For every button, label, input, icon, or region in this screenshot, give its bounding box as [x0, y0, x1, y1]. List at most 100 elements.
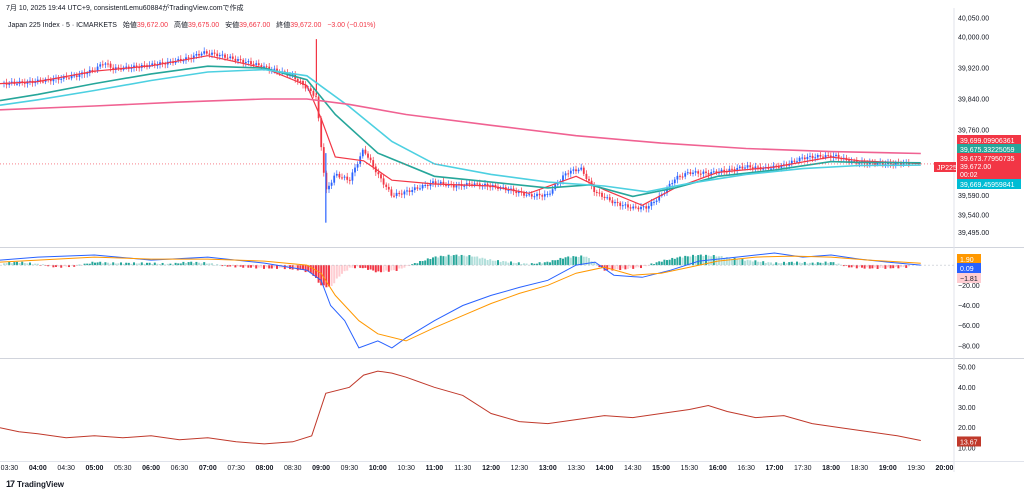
macd-bar: [408, 265, 411, 267]
price-label: 39,699.09906361: [957, 135, 1021, 145]
macd-bar: [478, 258, 481, 266]
macd-bar: [86, 263, 89, 266]
candle-body: [541, 195, 544, 197]
macd-bar: [125, 262, 128, 266]
candle-body: [585, 173, 588, 179]
candle-body: [710, 172, 713, 175]
candle-body: [23, 82, 26, 84]
candle-body: [153, 63, 156, 66]
candle-body: [827, 155, 830, 157]
macd-bar: [541, 263, 544, 266]
candle-body: [224, 54, 226, 58]
svg-text:39,673.77950735: 39,673.77950735: [960, 156, 1015, 163]
macd-bar: [374, 265, 377, 273]
macd-bar: [725, 257, 728, 266]
tradingview-brand: 17 TradingView: [6, 479, 64, 489]
time-tick-label: 10:00: [369, 465, 387, 472]
macd-bar: [307, 265, 310, 272]
macd-bar: [536, 263, 538, 266]
macd-bar: [806, 263, 809, 266]
macd-bar: [728, 257, 731, 266]
macd-tick-label: −40.00: [958, 303, 980, 310]
candle-body: [380, 174, 382, 179]
macd-bar: [156, 263, 159, 266]
candle-body: [468, 183, 471, 185]
candle-body: [361, 149, 364, 157]
time-tick-label: 16:00: [709, 465, 727, 472]
candle-body: [42, 81, 44, 83]
candle-body: [338, 173, 341, 178]
macd-bar: [192, 263, 195, 266]
macd-tick-label: −60.00: [958, 323, 980, 330]
macd-bar: [473, 256, 476, 266]
macd-bar: [81, 265, 83, 266]
macd-bar: [811, 262, 814, 266]
candle-body: [632, 206, 635, 209]
candle-body: [819, 154, 822, 157]
ohlc-low: 安値39,667.00: [225, 22, 271, 29]
candle-body: [876, 162, 879, 165]
candle-body: [780, 165, 783, 168]
macd-bar: [564, 257, 567, 266]
candle-body: [601, 192, 603, 197]
macd-bar: [382, 265, 385, 272]
macd-bar: [679, 256, 681, 266]
macd-bar: [47, 265, 50, 267]
macd-bar: [372, 265, 375, 271]
macd-bar: [42, 264, 44, 266]
candle-body: [429, 183, 432, 187]
time-tick-label: 19:30: [907, 465, 925, 472]
price-tick-label: 40,000.00: [958, 35, 989, 42]
candle-body: [377, 172, 380, 175]
candle-body: [611, 200, 614, 204]
candle-body: [689, 172, 692, 174]
time-tick-label: 05:30: [114, 465, 132, 472]
snapshot-info: 7月 10, 2025 19:44 UTC+9, consistentLemu6…: [6, 5, 244, 12]
candle-body: [686, 172, 689, 174]
candle-body: [619, 202, 622, 206]
price-label: 00:02: [957, 169, 1021, 179]
candle-body: [333, 175, 336, 183]
price-label: 39,669.45959841: [957, 179, 1021, 189]
candle-body: [588, 178, 590, 181]
candle-body: [614, 201, 616, 204]
macd-bar: [884, 265, 887, 269]
candle-body: [291, 74, 294, 76]
candle-body: [125, 66, 128, 68]
macd-bar: [572, 256, 575, 266]
macd-bar: [16, 261, 18, 266]
macd-bar: [276, 265, 278, 269]
candle-body: [580, 167, 583, 170]
candle-body: [426, 184, 429, 187]
macd-bar: [320, 265, 323, 286]
macd-bar: [294, 265, 297, 269]
candle-body: [671, 183, 674, 185]
symbol-title[interactable]: Japan 225 Index · 5 · ICMARKETS: [8, 22, 117, 29]
adx_line: [0, 370, 921, 445]
candle-body: [96, 66, 99, 72]
candle-body: [203, 51, 206, 54]
macd-bar: [663, 259, 666, 266]
candle-body: [806, 156, 809, 160]
macd-bar: [57, 265, 60, 267]
candle-body: [413, 187, 416, 191]
candle-body: [445, 184, 447, 186]
candle-body: [562, 175, 564, 181]
candle-body: [138, 67, 141, 69]
macd-bar: [26, 263, 29, 266]
macd-bar: [195, 261, 198, 266]
candle-body: [424, 184, 427, 186]
candle-body: [73, 75, 76, 77]
svg-text:1.90: 1.90: [960, 257, 974, 264]
macd-bar: [52, 265, 55, 268]
candle-body: [720, 169, 723, 173]
macd-bar: [130, 263, 133, 266]
candle-body: [403, 191, 406, 195]
macd-bar: [871, 265, 874, 269]
candle-body: [320, 118, 323, 148]
macd-bar: [439, 255, 442, 266]
macd-bar: [8, 261, 11, 266]
candle-body: [575, 169, 577, 172]
macd-bar: [881, 265, 884, 268]
